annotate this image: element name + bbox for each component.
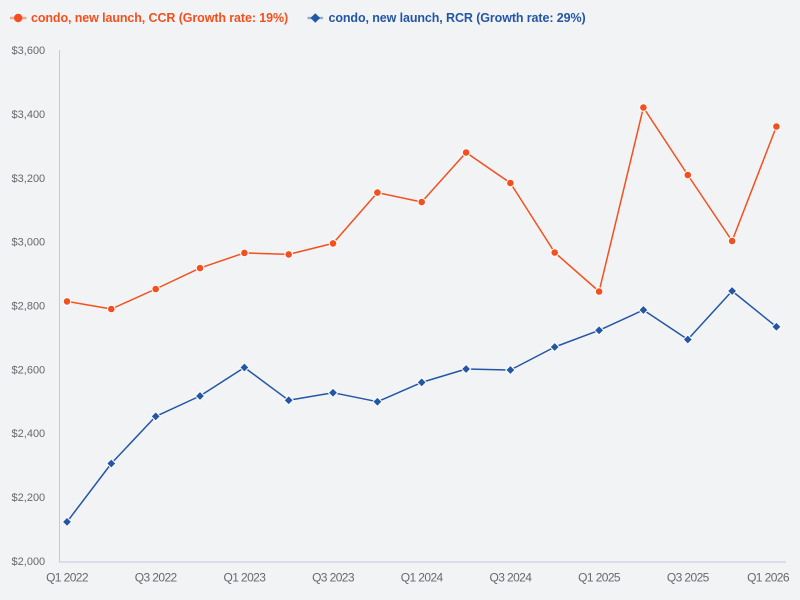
- svg-text:Q1 2026: Q1 2026: [747, 571, 790, 585]
- svg-text:Q3 2024: Q3 2024: [489, 571, 532, 585]
- svg-text:condo, new launch, RCR (Growth: condo, new launch, RCR (Growth rate: 29%…: [329, 11, 586, 25]
- svg-text:$2,400: $2,400: [12, 428, 46, 440]
- svg-text:$2,800: $2,800: [12, 301, 46, 313]
- svg-text:$2,600: $2,600: [12, 364, 46, 376]
- svg-text:Q1 2023: Q1 2023: [223, 571, 266, 585]
- svg-text:Q3 2022: Q3 2022: [135, 571, 178, 585]
- svg-text:Q1 2024: Q1 2024: [401, 571, 444, 585]
- svg-text:$3,000: $3,000: [12, 237, 46, 249]
- svg-text:condo, new launch, CCR (Growth: condo, new launch, CCR (Growth rate: 19%…: [31, 11, 288, 25]
- svg-text:$3,400: $3,400: [12, 109, 46, 121]
- svg-text:$2,000: $2,000: [12, 556, 46, 568]
- svg-text:$2,200: $2,200: [12, 492, 46, 504]
- svg-text:$3,600: $3,600: [12, 45, 46, 57]
- svg-text:Q1 2022: Q1 2022: [46, 571, 89, 585]
- svg-text:Q1 2025: Q1 2025: [578, 571, 621, 585]
- svg-text:$3,200: $3,200: [12, 173, 46, 185]
- svg-text:Q3 2023: Q3 2023: [312, 571, 355, 585]
- svg-text:Q3 2025: Q3 2025: [667, 571, 710, 585]
